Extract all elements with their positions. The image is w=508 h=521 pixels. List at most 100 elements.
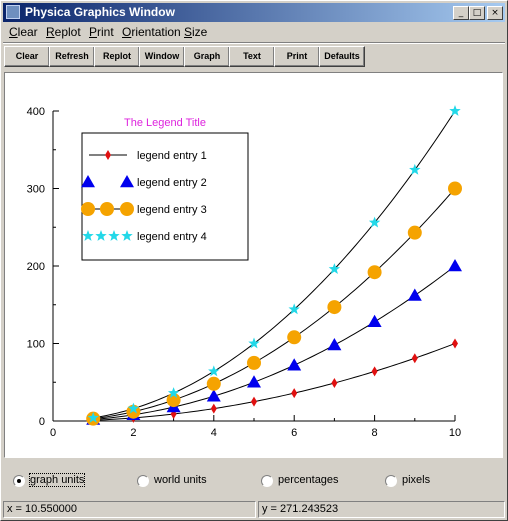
graph-button[interactable]: Graph: [184, 46, 230, 67]
series-1-point: [210, 403, 217, 414]
graphics-canvas[interactable]: 0 2 4 6 8 10 0 100 200 300 400 The Legend Title leg…: [4, 72, 503, 458]
series-3-point: [327, 300, 342, 315]
series-4-point: [208, 365, 220, 377]
x-tick-label: 10: [449, 427, 461, 439]
series-2-point: [407, 288, 422, 301]
x-tick-label: 0: [50, 427, 56, 439]
legend-marker-4: [82, 230, 94, 241]
radio-pixels-label[interactable]: pixels: [402, 474, 431, 486]
units-radio-group: graph units world units percentages pixe…: [4, 466, 503, 496]
legend-label-2: legend entry 2: [137, 177, 207, 189]
menu-clear[interactable]: Clear: [9, 25, 38, 39]
series-2-curve: [93, 265, 456, 420]
menu-size[interactable]: Size: [184, 25, 208, 39]
series-1-point: [331, 378, 338, 389]
legend-marker-4: [95, 230, 107, 241]
menu-replot[interactable]: Replot: [46, 25, 81, 39]
maximize-icon[interactable]: □: [469, 6, 485, 20]
legend-title: The Legend Title: [124, 117, 206, 129]
clear-button[interactable]: Clear: [4, 46, 50, 67]
series-4-point: [248, 337, 260, 349]
legend-label-4: legend entry 4: [137, 231, 207, 243]
series-3-point: [367, 265, 382, 280]
radio-world-units-dot[interactable]: [137, 475, 149, 487]
x-tick-label: 6: [291, 427, 297, 439]
legend-marker-2b: [120, 175, 134, 188]
series-2-point: [287, 358, 302, 371]
series-4-point: [368, 216, 381, 228]
series-2-point: [327, 338, 342, 351]
text-button[interactable]: Text: [229, 46, 275, 67]
series-4-point: [288, 303, 300, 315]
radio-percentages-dot[interactable]: [261, 475, 273, 487]
radio-percentages-label[interactable]: percentages: [278, 474, 339, 486]
series-1-curve: [93, 343, 456, 421]
y-tick-label: 400: [27, 106, 45, 118]
radio-graph-units-label[interactable]: graph units: [28, 473, 86, 487]
x-tick-label: 4: [211, 427, 217, 439]
series-2-point: [247, 375, 261, 388]
toolbar-divider: [3, 42, 505, 44]
menu-print[interactable]: Print: [89, 25, 114, 39]
close-icon[interactable]: ×: [487, 6, 503, 20]
y-tick-label: 300: [27, 184, 45, 196]
y-tick-label: 200: [27, 261, 45, 273]
legend-marker-4: [121, 230, 133, 241]
radio-graph-units-dot[interactable]: [13, 475, 25, 487]
series-3-point: [407, 225, 422, 240]
series-1-point: [371, 366, 378, 377]
y-tick-label: 100: [27, 339, 45, 351]
chart-markers: [86, 105, 462, 426]
series-4-point: [328, 263, 341, 274]
legend-marker-3: [120, 202, 134, 216]
legend-marker-1: [105, 150, 111, 160]
legend-label-3: legend entry 3: [137, 204, 207, 216]
minimize-icon[interactable]: _: [453, 6, 469, 20]
series-4-point: [449, 105, 461, 116]
series-1-point: [452, 338, 458, 349]
legend-marker-3: [100, 202, 114, 216]
print-button[interactable]: Print: [274, 46, 320, 67]
legend-marker-4: [108, 230, 120, 241]
replot-button[interactable]: Replot: [94, 46, 140, 67]
radio-pixels-dot[interactable]: [385, 475, 397, 487]
series-3-curve: [93, 188, 456, 420]
menu-bar: Clear Replot Print Orientation Size: [3, 23, 505, 41]
x-tick-label: 8: [372, 427, 378, 439]
series-3-point: [448, 181, 462, 196]
legend-marker-2a: [81, 175, 95, 188]
chart-legend: The Legend Title legend entry 1 legend ent…: [81, 117, 249, 261]
series-1-point: [291, 388, 298, 399]
app-icon[interactable]: [6, 5, 20, 19]
series-4-curve: [93, 110, 456, 419]
series-4-point: [87, 411, 99, 423]
menu-orientation[interactable]: Orientation: [122, 25, 181, 39]
series-3-point: [247, 355, 261, 370]
series-2-point: [206, 389, 221, 402]
defaults-button[interactable]: Defaults: [319, 46, 365, 67]
series-3-point: [206, 376, 221, 391]
legend-marker-3: [81, 202, 95, 216]
window-title: Physica Graphics Window: [25, 5, 175, 19]
x-tick-label: 2: [130, 427, 136, 439]
legend-label-1: legend entry 1: [137, 150, 207, 162]
series-4-point: [127, 402, 140, 414]
legend-box: [81, 132, 249, 261]
series-3-point: [166, 393, 181, 408]
series-4-point: [409, 163, 421, 175]
radio-world-units-label[interactable]: world units: [154, 474, 207, 486]
refresh-button[interactable]: Refresh: [49, 46, 95, 67]
series-3-point: [287, 330, 302, 345]
title-bar[interactable]: Physica Graphics Window _ □ ×: [3, 3, 505, 22]
y-tick-label: 0: [39, 416, 45, 428]
series-2-point: [448, 259, 462, 272]
series-1-point: [411, 353, 418, 364]
window-button[interactable]: Window: [139, 46, 185, 67]
status-x: x = 10.550000: [3, 501, 256, 518]
series-1-point: [251, 396, 257, 407]
status-y: y = 271.243523: [258, 501, 505, 518]
chart-curves: [93, 110, 456, 421]
